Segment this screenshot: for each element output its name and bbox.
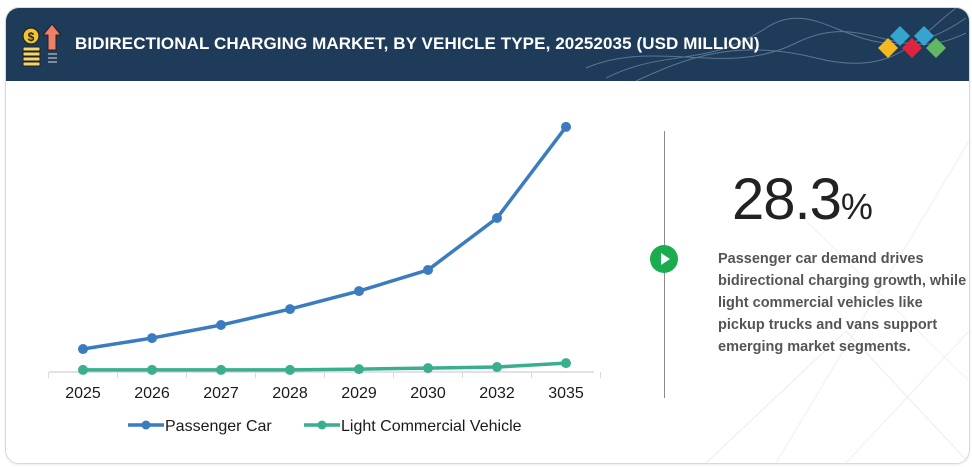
cagr-value: 28.3 <box>732 167 842 232</box>
data-point-passenger-car <box>78 344 88 355</box>
data-point-passenger-car <box>561 121 571 132</box>
data-point-light-commercial-vehicle <box>216 364 226 375</box>
data-point-passenger-car <box>147 333 157 344</box>
header-bar: $ BIDIRECTIONAL CHARGING MARKET, BY VEHI… <box>6 8 969 81</box>
legend-swatch-marker <box>141 420 151 430</box>
cagr-stat: 28.3% <box>732 166 873 233</box>
svg-text:$: $ <box>28 30 35 44</box>
infographic-card: $ BIDIRECTIONAL CHARGING MARKET, BY VEHI… <box>5 7 970 464</box>
chart-title: BIDIRECTIONAL CHARGING MARKET, BY VEHICL… <box>75 34 760 53</box>
legend-label: Passenger Car <box>165 418 272 435</box>
legend-label: Light Commercial Vehicle <box>341 418 522 435</box>
x-tick-label: 2025 <box>65 385 101 402</box>
x-tick-label: 2030 <box>410 385 446 402</box>
coins-growth-arrow-icon: $ <box>22 23 63 67</box>
data-point-passenger-car <box>285 304 295 315</box>
data-point-light-commercial-vehicle <box>492 362 502 373</box>
insight-description: Passenger car demand drives bidirectiona… <box>718 251 967 355</box>
legend-swatch-marker <box>317 420 327 430</box>
data-point-light-commercial-vehicle <box>78 364 88 375</box>
x-tick-label: 2028 <box>272 385 308 402</box>
x-tick-label: 2032 <box>479 385 515 402</box>
x-tick-label: 3035 <box>548 385 584 402</box>
cagr-unit: % <box>840 186 873 227</box>
series-line-light-commercial-vehicle <box>83 361 567 372</box>
data-point-light-commercial-vehicle <box>354 364 364 375</box>
x-tick-label: 2029 <box>341 385 377 402</box>
data-point-passenger-car <box>423 264 433 275</box>
data-point-passenger-car <box>216 320 226 331</box>
decorative-background-lines <box>705 140 969 463</box>
data-point-passenger-car <box>354 286 364 297</box>
x-tick-label: 2027 <box>203 385 239 402</box>
play-icon <box>661 253 670 265</box>
line-chart: 2025 2026 2027 2028 2029 2030 2032 3035 Passenge… <box>48 121 601 435</box>
play-button[interactable] <box>650 245 678 273</box>
data-point-light-commercial-vehicle <box>423 363 433 374</box>
data-point-light-commercial-vehicle <box>285 364 295 375</box>
x-tick-label: 2026 <box>134 385 170 402</box>
data-point-light-commercial-vehicle <box>561 358 571 369</box>
data-point-light-commercial-vehicle <box>147 364 157 375</box>
data-point-passenger-car <box>492 213 502 224</box>
diamond-tiles-logo <box>878 26 946 58</box>
series-line-passenger-car <box>82 125 568 351</box>
